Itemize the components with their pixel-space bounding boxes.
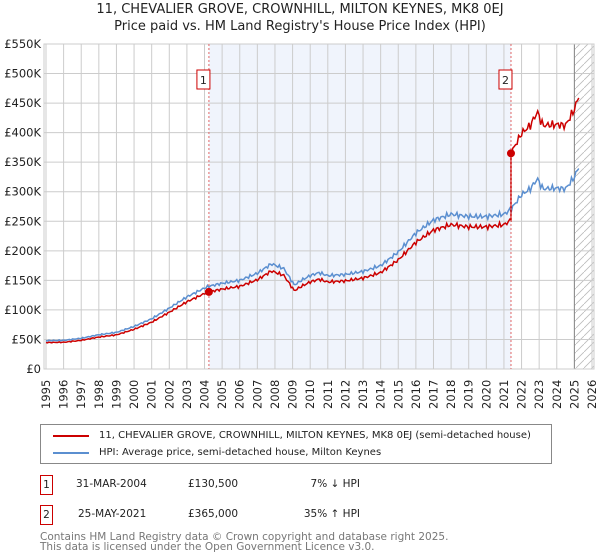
transaction-price: £130,500 bbox=[188, 478, 239, 490]
x-tick-label: 2016 bbox=[409, 380, 423, 409]
legend-label: 11, CHEVALIER GROVE, CROWNHILL, MILTON K… bbox=[99, 430, 531, 441]
legend-item-property: 11, CHEVALIER GROVE, CROWNHILL, MILTON K… bbox=[53, 430, 531, 441]
x-tick-label: 2007 bbox=[250, 380, 264, 409]
x-tick-label: 2017 bbox=[426, 380, 440, 409]
x-tick-label: 2026 bbox=[585, 380, 599, 409]
x-tick-label: 2008 bbox=[268, 380, 282, 409]
footer: Contains HM Land Registry data © Crown c… bbox=[40, 531, 449, 553]
x-tick-label: 1999 bbox=[109, 380, 123, 409]
x-tick-label: 1996 bbox=[57, 380, 71, 409]
y-tick-label: £100K bbox=[4, 303, 41, 317]
sale-label: 2 bbox=[502, 74, 509, 87]
plot-border bbox=[43, 43, 595, 370]
x-tick-label: 2020 bbox=[479, 380, 493, 409]
x-tick-label: 2025 bbox=[567, 380, 581, 409]
x-tick-label: 2009 bbox=[286, 380, 300, 409]
x-tick-label: 2015 bbox=[391, 380, 405, 409]
y-tick-label: £0 bbox=[26, 362, 41, 376]
property-price-line bbox=[45, 97, 580, 344]
y-tick-label: £500K bbox=[4, 67, 41, 81]
plot-area: £0 £50K £100K £150K £200K £250K £300K £350K £400… bbox=[4, 37, 599, 409]
legend-swatch-red bbox=[53, 434, 89, 437]
chart-title: 11, CHEVALIER GROVE, CROWNHILL, MILTON K… bbox=[96, 2, 504, 17]
sale-label-box bbox=[498, 69, 513, 90]
transaction-price: £365,000 bbox=[188, 508, 239, 520]
x-tick-label: 2019 bbox=[462, 380, 476, 409]
x-tick-label: 2014 bbox=[374, 380, 388, 409]
x-tick-label: 1998 bbox=[92, 380, 106, 409]
legend: 11, CHEVALIER GROVE, CROWNHILL, MILTON K… bbox=[40, 424, 552, 464]
x-tick-label: 1997 bbox=[74, 380, 88, 409]
x-tick-label: 2003 bbox=[180, 380, 194, 409]
marker-badge: 2 bbox=[40, 505, 53, 525]
x-tick-label: 2011 bbox=[321, 380, 335, 409]
x-tick-label: 2002 bbox=[162, 380, 176, 409]
transaction-row: 1 31-MAR-2004 £130,500 7% ↓ HPI bbox=[40, 475, 440, 495]
legend-item-hpi: HPI: Average price, semi-detached house,… bbox=[53, 447, 381, 458]
hpi-line bbox=[45, 168, 580, 342]
y-tick-label: £550K bbox=[4, 37, 41, 51]
x-tick-label: 2021 bbox=[497, 380, 511, 409]
footer-copyright: Contains HM Land Registry data © Crown c… bbox=[40, 531, 449, 543]
transaction-date: 25-MAY-2021 bbox=[78, 508, 147, 520]
x-tick-label: 2006 bbox=[233, 380, 247, 409]
forecast-hatch bbox=[574, 44, 594, 369]
sale-label: 1 bbox=[200, 74, 207, 87]
transaction-date: 31-MAR-2004 bbox=[76, 478, 147, 490]
sale-label-box bbox=[196, 69, 211, 90]
sale-point bbox=[204, 287, 213, 296]
x-tick-label: 2001 bbox=[145, 380, 159, 409]
x-tick-label: 2005 bbox=[215, 380, 229, 409]
x-tick-label: 2013 bbox=[356, 380, 370, 409]
x-tick-label: 2000 bbox=[127, 380, 141, 409]
x-tick-label: 2010 bbox=[303, 380, 317, 409]
transaction-hpi: 7% ↓ HPI bbox=[310, 478, 360, 490]
y-tick-label: £150K bbox=[4, 273, 41, 287]
y-tick-label: £400K bbox=[4, 126, 41, 140]
footer-licence: This data is licensed under the Open Gov… bbox=[40, 541, 375, 553]
x-tick-label: 2012 bbox=[338, 380, 352, 409]
y-tick-label: £450K bbox=[4, 96, 41, 110]
x-tick-label: 1995 bbox=[39, 380, 53, 409]
sale-point bbox=[506, 149, 515, 158]
y-tick-label: £350K bbox=[4, 155, 41, 169]
x-tick-label: 2023 bbox=[532, 380, 546, 409]
y-tick-label: £250K bbox=[4, 214, 41, 228]
y-tick-label: £300K bbox=[4, 185, 41, 199]
ownership-shade bbox=[208, 44, 511, 369]
transaction-row: 2 25-MAY-2021 £365,000 35% ↑ HPI bbox=[40, 505, 440, 525]
marker-badge: 1 bbox=[40, 475, 53, 495]
y-tick-label: £200K bbox=[4, 244, 41, 258]
x-tick-label: 2004 bbox=[198, 380, 212, 409]
x-tick-label: 2022 bbox=[515, 380, 529, 409]
x-tick-label: 2024 bbox=[550, 380, 564, 409]
y-tick-label: £50K bbox=[12, 332, 42, 346]
transaction-hpi: 35% ↑ HPI bbox=[303, 508, 360, 520]
legend-swatch-blue bbox=[53, 451, 89, 454]
x-tick-label: 2018 bbox=[444, 380, 458, 409]
chart-subtitle: Price paid vs. HM Land Registry's House … bbox=[114, 19, 486, 34]
legend-label: HPI: Average price, semi-detached house,… bbox=[99, 447, 382, 458]
